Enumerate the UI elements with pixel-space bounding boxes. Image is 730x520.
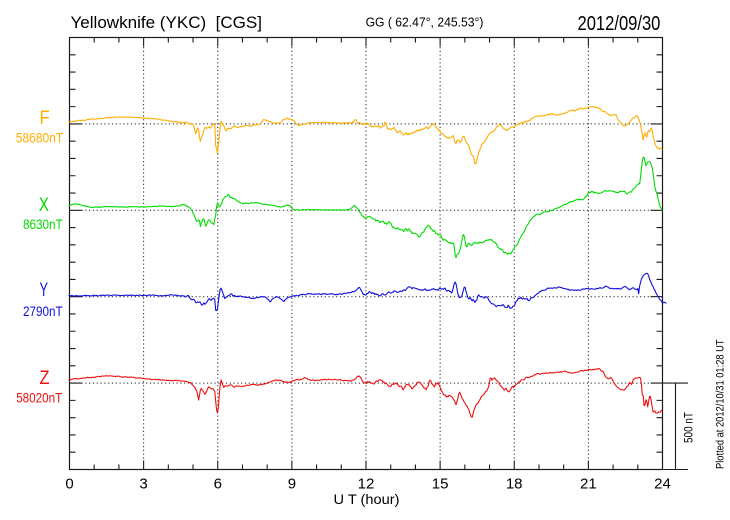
- svg-text:3: 3: [139, 476, 147, 493]
- svg-text:U T (hour): U T (hour): [334, 491, 400, 507]
- svg-text:6: 6: [214, 476, 222, 493]
- svg-text:X: X: [39, 195, 49, 216]
- svg-text:12: 12: [358, 476, 375, 493]
- svg-text:8630nT: 8630nT: [23, 217, 63, 232]
- svg-text:0: 0: [65, 476, 73, 493]
- svg-text:500 nT: 500 nT: [682, 411, 696, 443]
- svg-text:Y: Y: [40, 280, 49, 301]
- svg-text:21: 21: [580, 476, 597, 493]
- svg-text:58680nT: 58680nT: [16, 131, 63, 146]
- svg-text:F: F: [40, 108, 50, 129]
- svg-text:2012/09/30: 2012/09/30: [578, 13, 661, 35]
- svg-text:24: 24: [654, 476, 671, 493]
- svg-text:Z: Z: [40, 368, 50, 389]
- svg-text:58020nT: 58020nT: [16, 391, 62, 406]
- svg-text:9: 9: [288, 476, 296, 493]
- svg-text:2790nT: 2790nT: [23, 304, 63, 319]
- svg-text:Plotted at 2012/10/31 01:28 UT: Plotted at 2012/10/31 01:28 UT: [715, 339, 727, 469]
- svg-text:GG ( 62.47°, 245.53°): GG ( 62.47°, 245.53°): [366, 14, 484, 29]
- svg-text:15: 15: [432, 476, 449, 493]
- svg-text:18: 18: [506, 476, 523, 493]
- svg-text:Yellowknife (YKC) [CGS]: Yellowknife (YKC) [CGS]: [71, 13, 263, 32]
